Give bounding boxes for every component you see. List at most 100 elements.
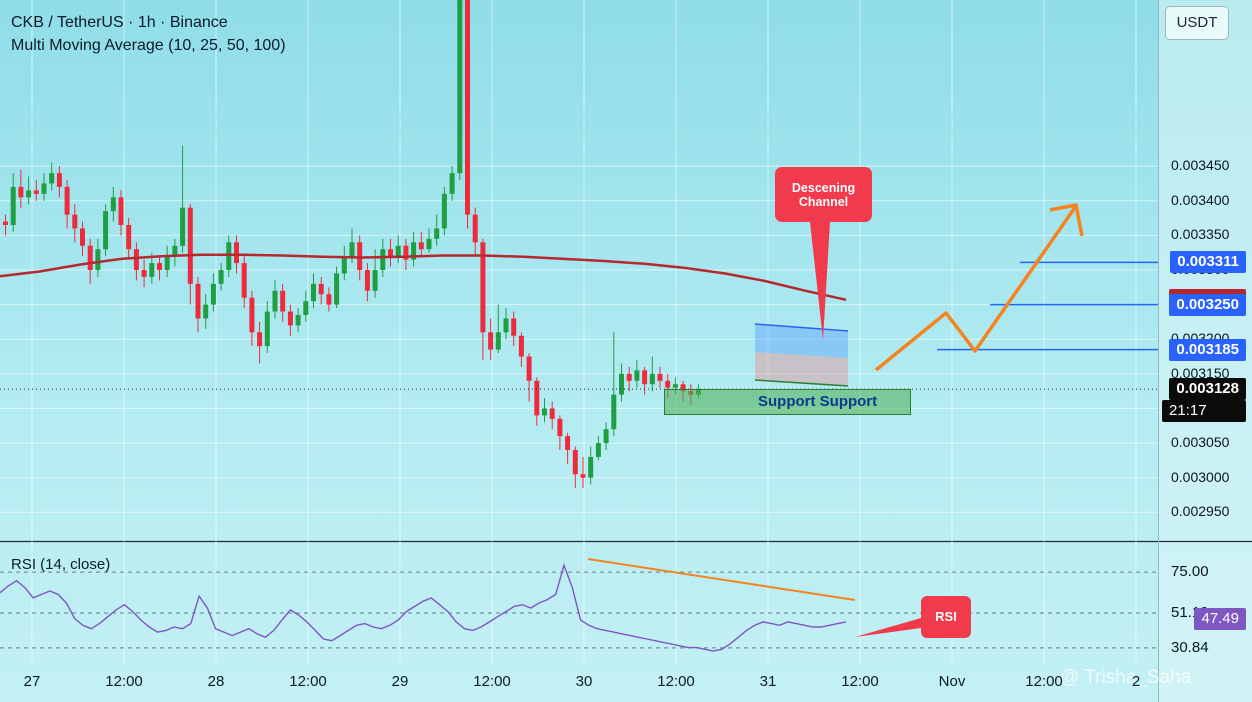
x-tick-label: 28 xyxy=(207,673,225,690)
x-tick-label: 31 xyxy=(759,673,777,690)
candle-body xyxy=(565,436,571,450)
candle-body xyxy=(434,228,440,239)
indicator-title[interactable]: Multi Moving Average (10, 25, 50, 100) xyxy=(11,37,286,54)
x-tick-label: 12:00 xyxy=(105,673,143,690)
candle xyxy=(472,207,478,257)
candle-body xyxy=(642,370,648,385)
candle xyxy=(588,446,594,485)
candle-body xyxy=(64,186,70,215)
candle xyxy=(480,238,486,360)
candle-body xyxy=(411,242,417,260)
candle xyxy=(80,221,85,257)
candle xyxy=(334,266,340,309)
y-tick-label: 0.003350 xyxy=(1171,226,1230,243)
candle-body xyxy=(203,304,209,319)
candle-body xyxy=(126,225,132,250)
candle xyxy=(257,321,263,364)
candle-body xyxy=(357,242,363,270)
candle-body xyxy=(680,384,686,392)
candle xyxy=(95,238,101,277)
candle-body xyxy=(395,245,401,257)
candle-body xyxy=(472,214,478,243)
candle-body xyxy=(80,228,85,246)
candle-body xyxy=(234,242,239,264)
candle-body xyxy=(141,270,147,277)
candle xyxy=(495,304,501,354)
candle-body xyxy=(41,183,47,194)
candle xyxy=(10,173,16,232)
candle-body xyxy=(619,373,624,395)
x-tick-label: 2 xyxy=(1131,673,1141,690)
candle xyxy=(280,283,286,322)
candle-body xyxy=(18,186,24,198)
candle-body xyxy=(26,190,32,198)
candle-body xyxy=(372,270,378,291)
rsi-title[interactable]: RSI (14, close) xyxy=(11,556,111,573)
candle xyxy=(241,256,247,309)
price-tag: 0.003185 xyxy=(1169,338,1246,361)
candle xyxy=(311,273,316,309)
candle-body xyxy=(87,245,93,270)
candle xyxy=(18,169,24,208)
candle xyxy=(403,238,409,270)
candle-body xyxy=(218,270,224,284)
candle xyxy=(126,218,132,260)
candle xyxy=(603,422,609,450)
candle-body xyxy=(480,242,486,333)
candle xyxy=(580,456,586,489)
candle xyxy=(341,245,347,281)
candle xyxy=(634,360,640,388)
candle-body xyxy=(349,242,355,257)
candle-body xyxy=(10,186,16,225)
candle xyxy=(488,318,494,360)
candle-body xyxy=(380,249,386,270)
candle-body xyxy=(572,450,578,475)
candle-body xyxy=(272,290,278,312)
candle xyxy=(157,256,162,281)
candle-body xyxy=(311,283,316,302)
candle-body xyxy=(264,311,270,347)
candle xyxy=(249,290,255,347)
candle-body xyxy=(595,443,601,457)
support-label: Support Support xyxy=(758,393,878,410)
x-tick-label: 12:00 xyxy=(473,673,511,690)
candle-body xyxy=(511,318,517,336)
candle xyxy=(118,190,124,236)
currency-button[interactable]: USDT xyxy=(1165,6,1229,40)
candle xyxy=(26,176,32,205)
channel-top-line xyxy=(754,323,849,332)
candle xyxy=(642,366,648,395)
candle-body xyxy=(95,249,101,270)
candle xyxy=(56,166,62,198)
candle xyxy=(657,366,663,388)
channel-upper-fill xyxy=(755,324,848,358)
rsi-callout: RSI xyxy=(921,596,971,638)
descending-channel-callout: Descening Channel xyxy=(775,167,872,222)
candle xyxy=(449,166,455,201)
candle-body xyxy=(665,380,671,388)
candle-body xyxy=(180,207,186,246)
candle-body xyxy=(495,332,501,350)
rsi-divergence-line xyxy=(587,558,856,601)
candle xyxy=(72,204,78,243)
candle-body xyxy=(588,456,594,478)
candle xyxy=(110,186,116,222)
symbol-title[interactable]: CKB / TetherUS · 1h · Binance xyxy=(11,14,228,31)
candle xyxy=(326,287,332,312)
candle-body xyxy=(403,245,409,260)
candle xyxy=(203,294,209,329)
candle-body xyxy=(341,256,347,274)
channel-bottom-line xyxy=(754,379,849,387)
candle-body xyxy=(534,380,540,416)
candle xyxy=(388,238,393,267)
candle xyxy=(172,238,178,267)
candle xyxy=(141,259,147,288)
candle-body xyxy=(603,429,609,444)
candle xyxy=(180,145,186,253)
candle xyxy=(542,398,547,423)
candle xyxy=(649,356,655,392)
y-tick-label: 0.003150 xyxy=(1171,364,1230,381)
rsi-callout-pointer xyxy=(855,618,921,637)
candle xyxy=(418,231,424,257)
